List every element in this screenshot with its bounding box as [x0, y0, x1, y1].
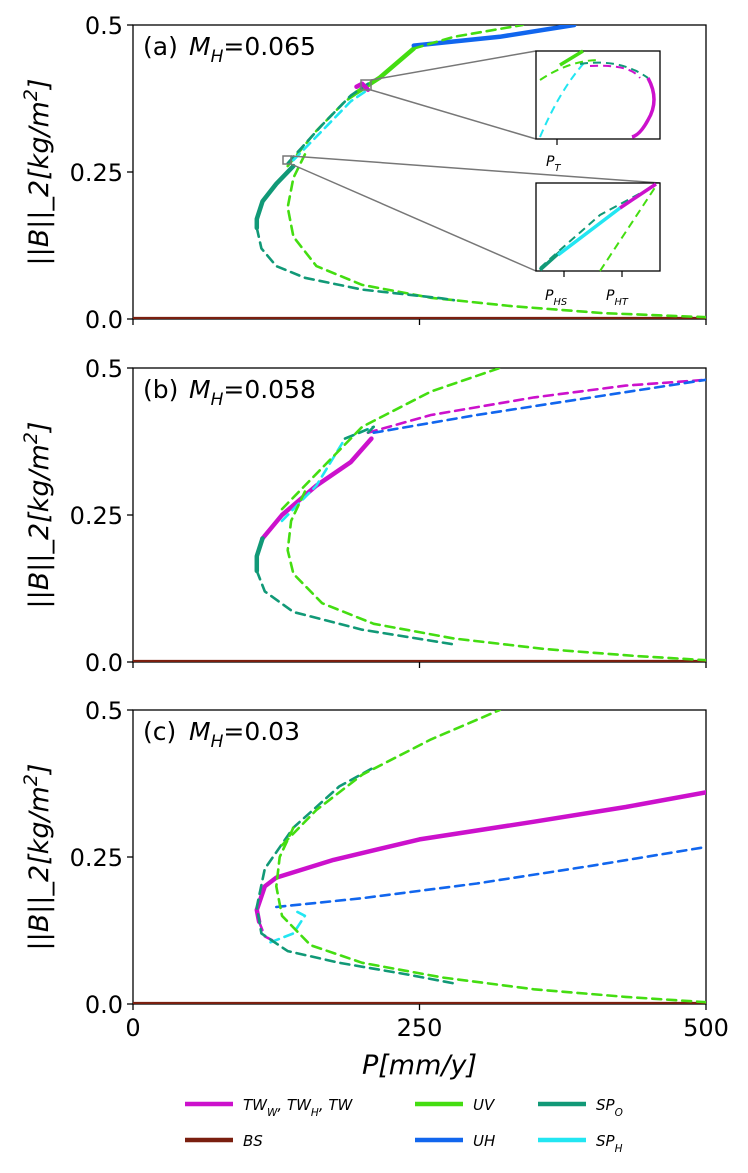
- connector-line: [370, 50, 537, 81]
- zoom-box-bottom: [282, 155, 292, 165]
- series-uh-dashed: [372, 378, 706, 434]
- connector-line: [290, 155, 661, 184]
- y-tick-label: 0.0: [85, 649, 123, 677]
- legend-label-spo: SPO: [596, 1096, 623, 1119]
- x-tick-label: 0: [125, 1014, 140, 1042]
- panel-a-param: MH=0.065: [189, 32, 316, 67]
- x-tick-label: 500: [683, 1014, 729, 1042]
- panel-a-letter: (a): [143, 32, 178, 61]
- panel-a-label: (a) MH=0.065: [143, 32, 316, 67]
- zoom-box-top: [360, 79, 372, 91]
- inset-tw-solid: [631, 77, 656, 139]
- series-sph-dashed: [292, 88, 370, 162]
- panel-b-param-value: =0.058: [223, 375, 316, 404]
- series-sph-dashed: [269, 908, 307, 944]
- series-spo-dashed: [255, 226, 456, 302]
- y-tick-label: 0.5: [85, 12, 123, 40]
- panel-c-param-sub: H: [211, 732, 224, 752]
- series-uv-dashed: [412, 25, 524, 50]
- zoom-connectors: [282, 50, 661, 272]
- series-spo-solid: [254, 163, 296, 231]
- series-spo-dashed: [343, 425, 375, 440]
- y-tick-label: 0.25: [70, 502, 123, 530]
- y-axis-label: ||B||_2[kg/m2]: [20, 764, 55, 951]
- y-tick-label: 0.5: [85, 355, 123, 383]
- legend: TWW, TWH, TW UV SPO BS UH SPH: [185, 1096, 623, 1155]
- y-tick-label: 0.25: [70, 844, 123, 872]
- inset-bottom: PHS PHT: [535, 182, 661, 308]
- panel-b-param-sub: H: [211, 390, 224, 410]
- inset-tw-solid: [619, 182, 657, 210]
- series-spo-dashed: [255, 569, 456, 646]
- panel-a-param-symbol: M: [189, 32, 211, 61]
- panel-b-letter: (b): [143, 375, 178, 404]
- series-spo-solid: [254, 536, 265, 574]
- panel-b-param-symbol: M: [189, 375, 211, 404]
- panel-c-label: (c) MH=0.03: [143, 717, 300, 752]
- inset-spo-dashed: [579, 61, 649, 79]
- inset-uv-solid: [559, 49, 584, 67]
- panel-a-param-sub: H: [211, 47, 224, 67]
- panel-b-frame: [132, 367, 707, 663]
- legend-label-uh: UH: [473, 1132, 495, 1150]
- panel-c-param: MH=0.03: [189, 717, 300, 752]
- series-tw-solid: [254, 790, 706, 924]
- legend-label-uv: UV: [473, 1096, 496, 1114]
- legend-label-sph: SPH: [596, 1132, 623, 1155]
- panel-a-param-value: =0.065: [223, 32, 316, 61]
- inset-label-pt: PT: [546, 154, 561, 174]
- series-uv-dashed: [286, 153, 706, 319]
- series-uh-dashed: [275, 845, 706, 909]
- series-uv-dashed: [280, 368, 501, 511]
- inset-top-frame: [535, 50, 661, 140]
- inset-spo-solid: [538, 250, 562, 272]
- panel-c-letter: (c): [143, 717, 176, 746]
- panel-c: (c) MH=0.03: [132, 709, 707, 1005]
- panel-b-label: (b) MH=0.058: [143, 375, 316, 410]
- panel-c-param-value: =0.03: [223, 717, 300, 746]
- panel-b: (b) MH=0.058: [132, 367, 707, 663]
- x-tick-label: 250: [397, 1014, 443, 1042]
- panel-a: (a) MH=0.065 PT: [132, 24, 707, 320]
- y-axis-label: ||B||_2[kg/m2]: [20, 422, 55, 609]
- inset-sph-dashed: [539, 62, 585, 138]
- inset-label-pht: PHT: [606, 288, 629, 308]
- connector-line: [290, 163, 537, 272]
- panel-c-param-symbol: M: [189, 717, 211, 746]
- connector-line: [370, 89, 537, 140]
- series-uv-dashed: [286, 490, 706, 662]
- y-tick-label: 0.0: [85, 306, 123, 334]
- inset-uv-dashed: [539, 59, 601, 81]
- y-axis-label: ||B||_2[kg/m2]: [20, 79, 55, 266]
- inset-tw-dashed: [589, 64, 641, 79]
- panel-c-series: [133, 710, 706, 1004]
- panel-b-param: MH=0.058: [189, 375, 316, 410]
- legend-label-tw: TWW, TWH, TW: [243, 1096, 354, 1119]
- y-tick-label: 0.0: [85, 991, 123, 1019]
- inset-top: PT: [535, 49, 661, 174]
- series-tw-solid: [354, 81, 371, 92]
- series-uv-dashed: [280, 710, 501, 847]
- panel-b-series: [133, 368, 706, 662]
- inset-label-phs: PHS: [545, 288, 567, 308]
- series-uv-dashed: [275, 826, 706, 1004]
- inset-sph-solid: [556, 206, 622, 257]
- series-tw-dashed: [366, 378, 706, 434]
- panel-c-frame: [132, 709, 707, 1005]
- y-tick-label: 0.5: [85, 697, 123, 725]
- axes: 0.0 0.25 0.5 ||B||_2[kg/m2] 0.0 0.25 0.5 ||B||_…: [20, 12, 729, 1081]
- inset-uv-dashed: [599, 185, 657, 272]
- x-axis-label: P[mm/y]: [362, 1050, 477, 1081]
- series-spo-dashed: [255, 767, 456, 985]
- panel-a-series: [133, 25, 706, 319]
- y-tick-label: 0.25: [70, 159, 123, 187]
- legend-label-bs: BS: [243, 1132, 263, 1150]
- series-uh-solid: [411, 25, 577, 48]
